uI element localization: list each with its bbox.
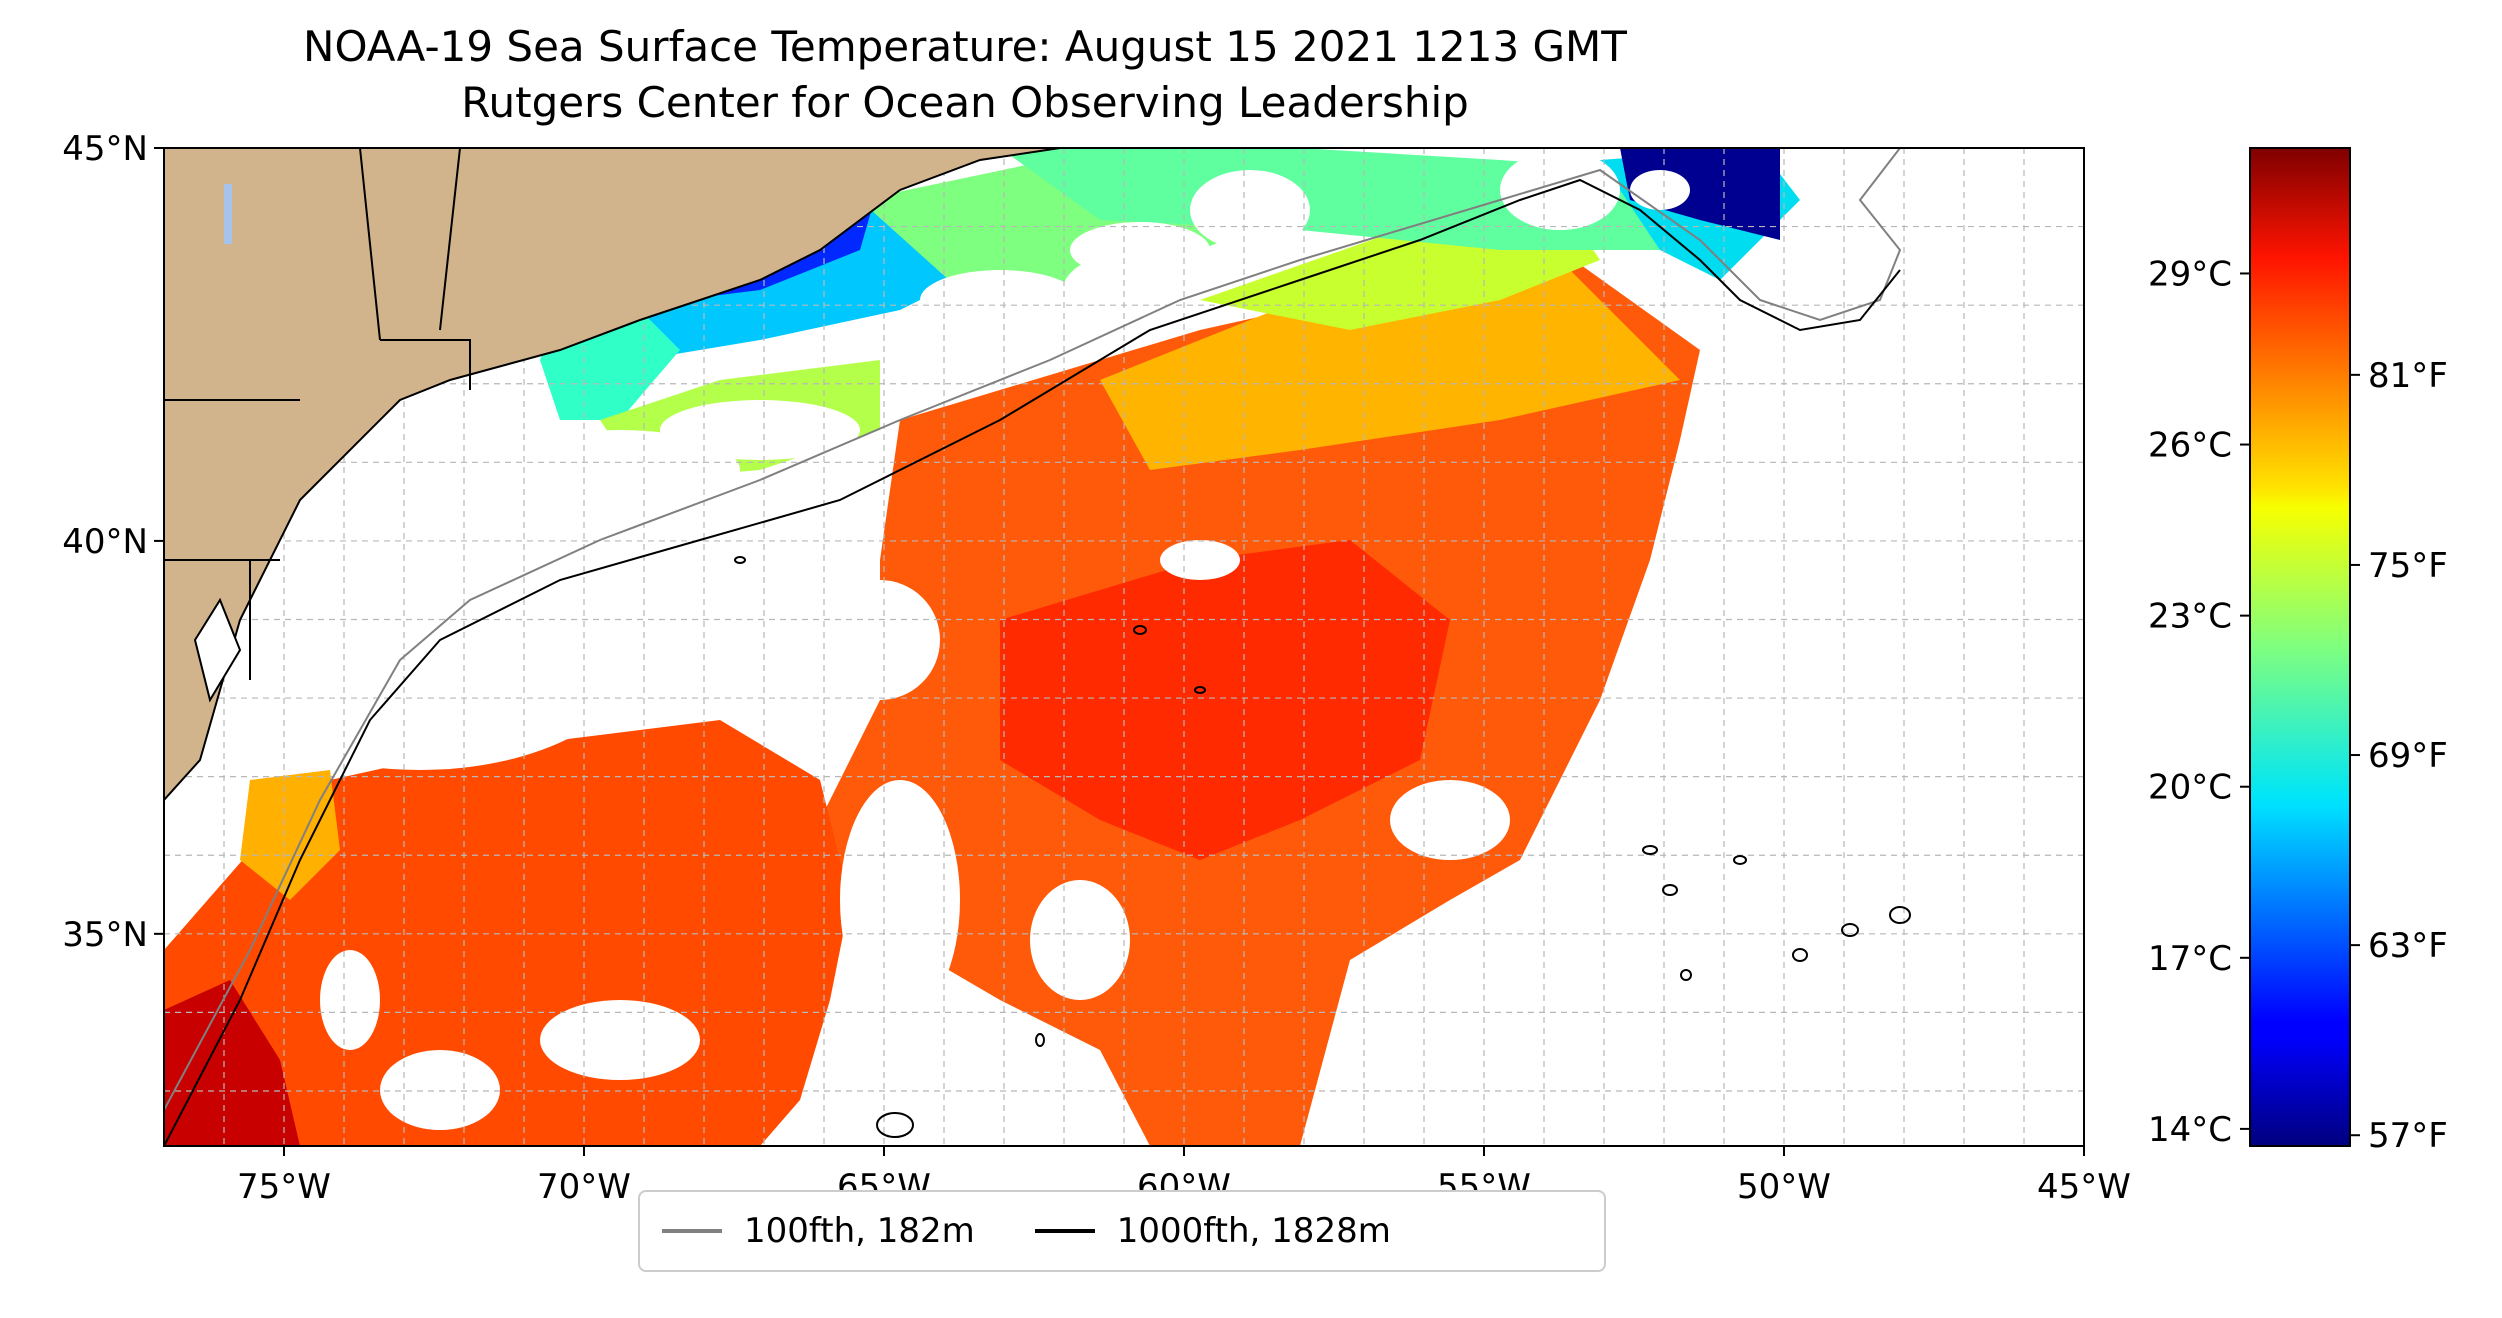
- isobath-100fth: [164, 148, 1902, 1111]
- celsius-tick-label: 17°C: [2148, 939, 2232, 979]
- lon-tick-label: 45°W: [2037, 1167, 2131, 1207]
- legend-label: 1000fth, 1828m: [1116, 1211, 1391, 1251]
- fahrenheit-tick-label: 63°F: [2368, 926, 2448, 966]
- seamounts: [734, 556, 1911, 1138]
- land-mass: [164, 148, 1061, 802]
- celsius-tick-label: 20°C: [2148, 768, 2232, 808]
- celsius-tick-label: 29°C: [2148, 254, 2232, 294]
- lon-tick-label: 75°W: [237, 1167, 331, 1207]
- sst-swath-yellow: [1100, 260, 1680, 470]
- lat-tick-label: 35°N: [62, 915, 148, 955]
- lon-tick-label: 50°W: [1737, 1167, 1831, 1207]
- legend-swatch-1000fth: [1034, 1229, 1095, 1233]
- isobath-1000fth: [164, 178, 1901, 1146]
- map-frame: [163, 147, 2085, 1147]
- lat-tick-label: 40°N: [62, 522, 148, 562]
- legend-swatch-100fth: [662, 1229, 722, 1233]
- lat-tick-label: 45°N: [62, 129, 148, 169]
- celsius-tick-label: 23°C: [2148, 597, 2232, 637]
- state-borders: [164, 148, 471, 680]
- celsius-tick-label: 14°C: [2148, 1110, 2232, 1150]
- fahrenheit-tick-label: 57°F: [2368, 1116, 2448, 1156]
- lon-tick-label: 70°W: [537, 1167, 631, 1207]
- chesapeake-bay: [193, 597, 242, 703]
- fahrenheit-tick-label: 81°F: [2368, 356, 2448, 396]
- legend-item: 1000fth, 1828m: [1034, 1211, 1391, 1251]
- map-gridlines: [164, 148, 2084, 1146]
- sst-south-warm: [164, 980, 300, 1146]
- map-title: NOAA-19 Sea Surface Temperature: August …: [303, 22, 1627, 71]
- isobath-legend: 100fth, 182m 1000fth, 1828m: [638, 1190, 1606, 1272]
- map-subtitle: Rutgers Center for Ocean Observing Leade…: [461, 78, 1469, 127]
- colorbar-ticks: 29°C 26°C 23°C 20°C 17°C 14°C 81°F 75°F 69°F 63°F…: [2148, 254, 2448, 1156]
- fahrenheit-tick-label: 69°F: [2368, 736, 2448, 776]
- lake-champlain: [224, 184, 232, 244]
- celsius-tick-label: 26°C: [2148, 426, 2232, 466]
- colorbar: [2249, 147, 2351, 1147]
- legend-label: 100fth, 182m: [744, 1211, 975, 1251]
- fahrenheit-tick-label: 75°F: [2368, 546, 2448, 586]
- sst-carolina-yellow: [240, 770, 340, 900]
- legend-item: 100fth, 182m: [662, 1211, 975, 1251]
